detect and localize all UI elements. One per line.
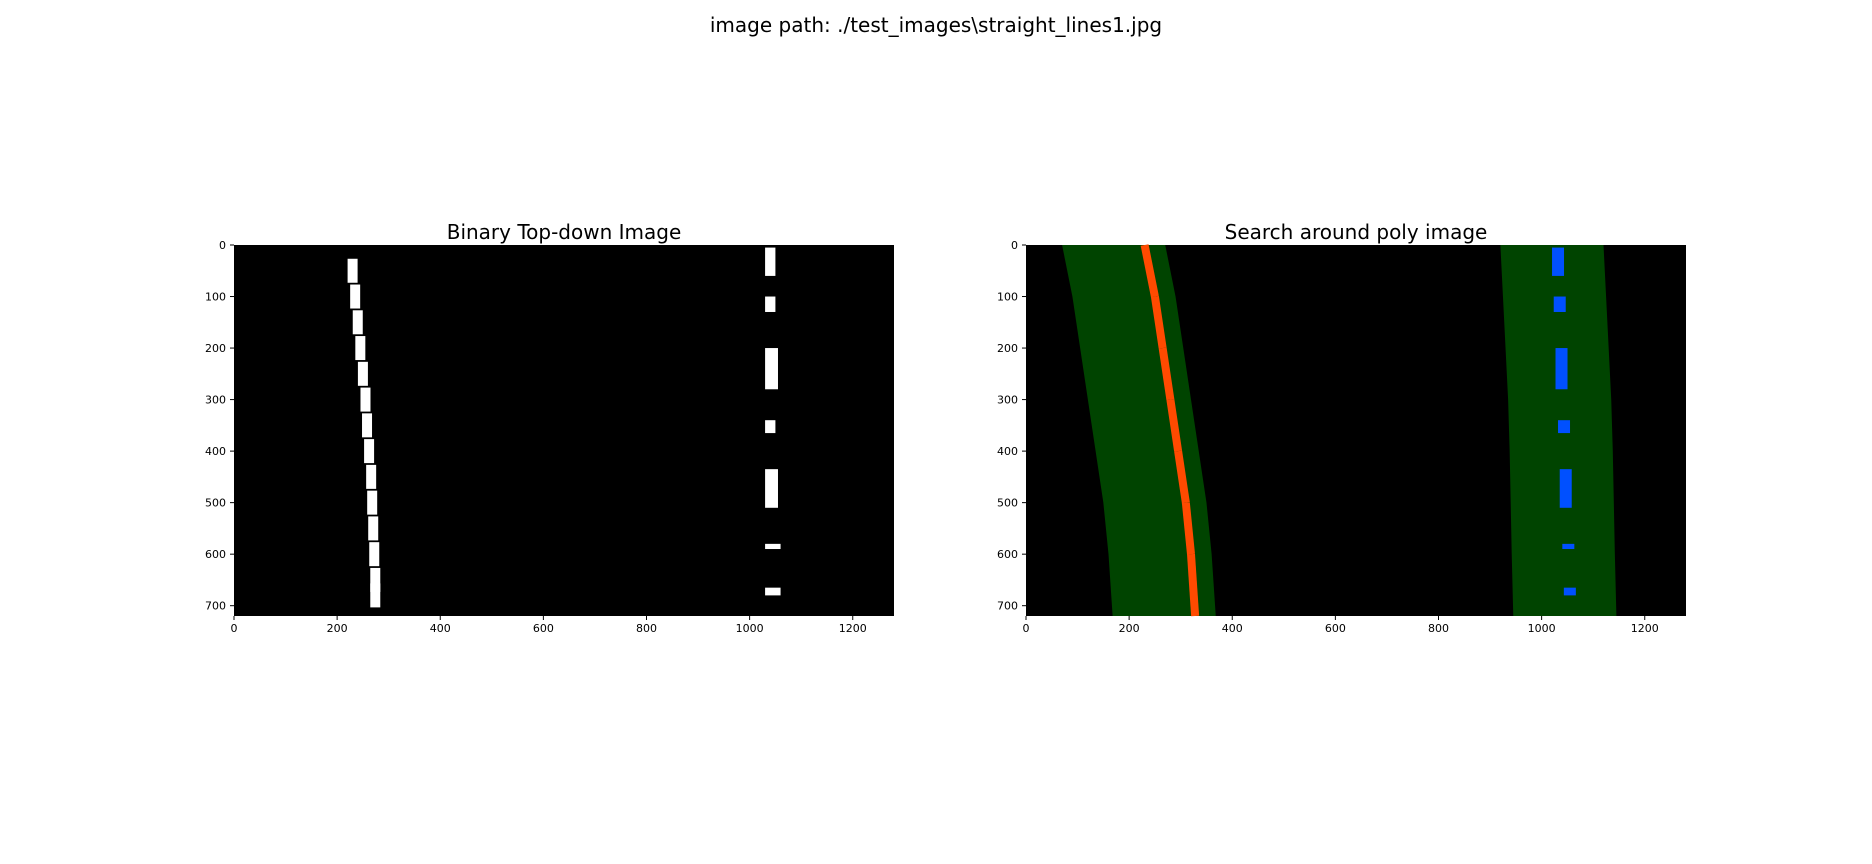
x-tick-label: 600 — [1325, 622, 1346, 635]
lane-pixel — [350, 284, 361, 309]
image-area — [234, 245, 894, 616]
x-tick-label: 1200 — [839, 622, 867, 635]
x-tick-label: 200 — [1119, 622, 1140, 635]
x-axis: 0 200 400 600 800 1000 1200 — [231, 616, 867, 635]
figure-suptitle: image path: ./test_images\straight_lines… — [710, 13, 1162, 37]
lane-pixel — [370, 567, 381, 592]
right-lane-dash — [1553, 296, 1566, 312]
y-tick-label: 0 — [1011, 239, 1018, 252]
lane-pixel — [366, 464, 377, 489]
lane-pixel — [357, 361, 368, 386]
y-tick-label: 600 — [997, 548, 1018, 561]
y-tick-label: 500 — [997, 497, 1018, 510]
poly-search-overlay — [1062, 244, 1617, 617]
x-tick-label: 0 — [1023, 622, 1030, 635]
y-tick-label: 100 — [205, 291, 226, 304]
lane-dash — [765, 247, 776, 276]
y-tick-label: 0 — [219, 239, 226, 252]
lane-pixel — [370, 583, 381, 608]
lane-pixel — [355, 336, 366, 361]
y-tick-label: 200 — [205, 342, 226, 355]
lane-pixel — [352, 310, 363, 335]
lane-dash — [765, 296, 776, 312]
binary-topdown-panel: Binary Top-down Image 0 200 400 600 800 1000 1… — [205, 220, 894, 635]
left-search-window — [1062, 245, 1216, 616]
x-tick-label: 200 — [327, 622, 348, 635]
left-lane-pixel-segment — [1150, 295, 1167, 349]
lane-pixel — [369, 542, 380, 567]
left-lane-pixel-segment — [1187, 553, 1200, 617]
left-lane-pixel-segment — [1181, 502, 1195, 555]
right-lane-dash — [1563, 587, 1576, 596]
x-tick-label: 1000 — [1528, 622, 1556, 635]
right-lane-dash — [1562, 543, 1575, 550]
x-tick-label: 0 — [231, 622, 238, 635]
lane-pixel — [368, 516, 379, 541]
lane-pixel — [367, 490, 378, 515]
y-tick-label: 200 — [997, 342, 1018, 355]
x-axis: 0 200 400 600 800 1000 1200 — [1023, 616, 1659, 635]
y-axis: 0 100 200 300 400 500 600 700 — [205, 239, 234, 613]
y-tick-label: 600 — [205, 548, 226, 561]
x-tick-label: 1200 — [1631, 622, 1659, 635]
y-tick-label: 400 — [205, 445, 226, 458]
left-lane-pixel-segment — [1140, 244, 1159, 298]
lane-pixels — [347, 247, 781, 608]
panel-title: Binary Top-down Image — [447, 220, 682, 244]
lane-dash — [765, 420, 776, 434]
y-tick-label: 300 — [997, 394, 1018, 407]
right-lane-dash — [1552, 247, 1565, 276]
x-tick-label: 400 — [1222, 622, 1243, 635]
lane-pixel — [364, 439, 375, 464]
search-around-poly-panel: Search around poly image 0 200 400 600 800 10… — [997, 220, 1686, 635]
x-tick-label: 1000 — [736, 622, 764, 635]
lane-pixel — [362, 413, 373, 438]
right-lane-dash — [1555, 348, 1568, 390]
y-tick-label: 300 — [205, 394, 226, 407]
x-tick-label: 800 — [636, 622, 657, 635]
left-lane-pixel-segment — [1166, 398, 1183, 452]
lane-dash — [765, 543, 781, 550]
y-tick-label: 700 — [997, 600, 1018, 613]
x-tick-label: 600 — [533, 622, 554, 635]
lane-dash — [765, 469, 778, 508]
y-axis: 0 100 200 300 400 500 600 700 — [997, 239, 1026, 613]
x-tick-label: 400 — [430, 622, 451, 635]
y-tick-label: 100 — [997, 291, 1018, 304]
left-lane-pixel-segment — [1174, 450, 1190, 504]
x-tick-label: 800 — [1428, 622, 1449, 635]
y-tick-label: 400 — [997, 445, 1018, 458]
y-tick-label: 700 — [205, 600, 226, 613]
right-lane-dash — [1558, 420, 1571, 434]
panel-title: Search around poly image — [1225, 220, 1488, 244]
lane-pixel — [360, 387, 371, 412]
lane-dash — [765, 348, 778, 390]
lane-dash — [765, 587, 781, 596]
y-tick-label: 500 — [205, 497, 226, 510]
left-lane-pixel-segment — [1158, 347, 1175, 401]
lane-pixel — [347, 258, 358, 283]
right-lane-dash — [1559, 469, 1572, 508]
